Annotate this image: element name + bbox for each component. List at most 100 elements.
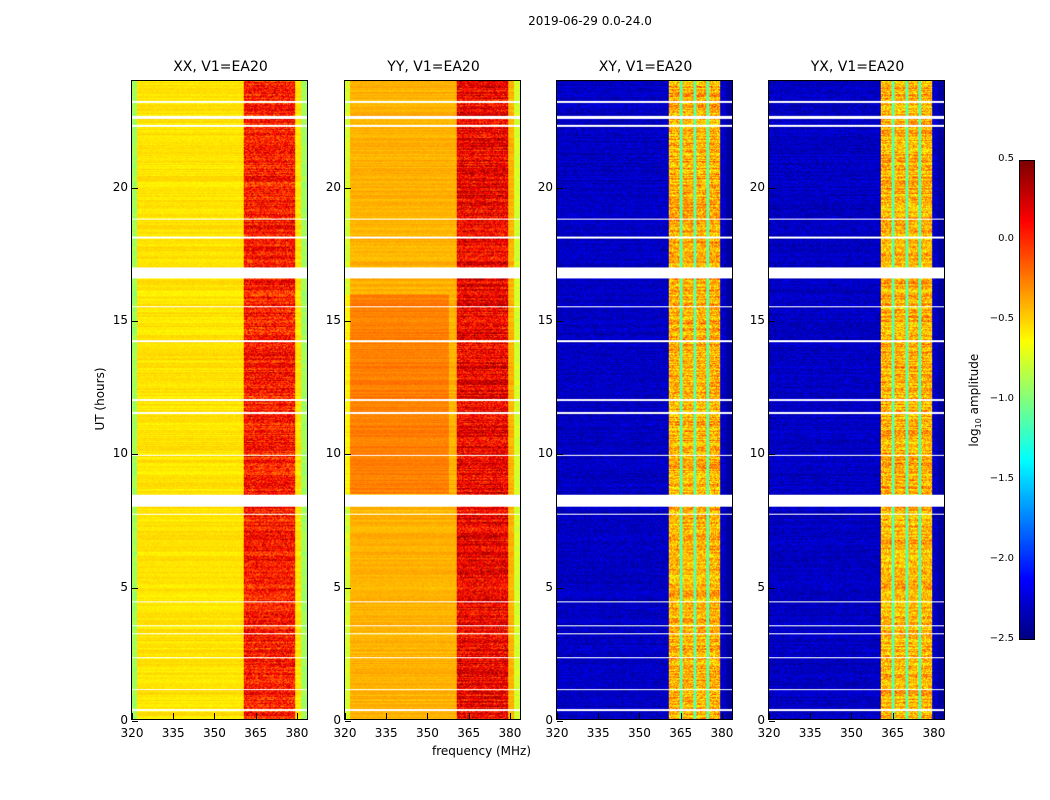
colorbar-tick-label: −1.5 xyxy=(989,473,1014,484)
panel-title: YY, V1=EA20 xyxy=(387,59,480,75)
y-tick-mark xyxy=(132,721,138,722)
y-tick-mark xyxy=(557,454,563,456)
y-tick-label: 20 xyxy=(325,179,341,194)
colorbar-label: log10 amplitude xyxy=(966,353,984,447)
x-tick-label: 365 xyxy=(669,726,693,740)
x-tick-mark xyxy=(810,713,812,719)
x-tick-mark xyxy=(721,713,723,719)
y-tick-mark xyxy=(557,587,563,589)
x-tick-label: 350 xyxy=(840,726,863,740)
x-tick-label: 380 xyxy=(710,726,734,740)
y-tick-label: 10 xyxy=(112,446,128,461)
heatmap-image xyxy=(132,81,307,719)
y-tick-mark xyxy=(132,587,138,589)
x-tick-label: 365 xyxy=(881,726,905,740)
y-tick-label: 0 xyxy=(757,713,765,727)
x-tick-mark xyxy=(345,713,346,719)
x-tick-mark xyxy=(639,713,641,719)
colorbar-tick-label: −2.5 xyxy=(989,633,1014,644)
colorbar-tick-label: −2.0 xyxy=(989,553,1014,564)
y-tick-mark xyxy=(769,454,775,456)
heatmap-image xyxy=(769,81,944,719)
colorbar-tick-label: 0.0 xyxy=(998,233,1014,244)
y-tick-mark xyxy=(345,721,351,722)
x-tick-label: 380 xyxy=(922,726,946,740)
x-axis-label: frequency (MHz) xyxy=(432,744,532,758)
y-tick-label: 10 xyxy=(749,446,765,461)
x-tick-label: 320 xyxy=(545,726,569,740)
y-tick-label: 5 xyxy=(333,579,341,594)
colorbar-tick-label: −1.0 xyxy=(989,393,1014,404)
figure-title: 2019-06-29 0.0-24.0 xyxy=(528,14,652,28)
y-tick-label: 15 xyxy=(325,313,341,327)
y-tick-label: 5 xyxy=(545,579,553,594)
heatmap-panel-2: XY, V1=EA20 320 335 350 365 380 0 5 10 15 20 xyxy=(538,59,734,740)
heatmap-image xyxy=(345,81,520,719)
x-tick-mark xyxy=(386,713,388,719)
heatmap-panel-3: YX, V1=EA20 320 335 350 365 380 0 5 10 15 20 xyxy=(750,59,946,740)
x-tick-mark xyxy=(132,713,133,719)
x-tick-label: 380 xyxy=(498,726,522,740)
y-tick-mark xyxy=(557,321,563,322)
y-tick-mark xyxy=(345,187,351,189)
y-tick-mark xyxy=(769,721,775,722)
x-tick-label: 335 xyxy=(586,726,610,740)
x-tick-label: 335 xyxy=(161,726,185,740)
y-tick-mark xyxy=(557,187,563,189)
y-tick-label: 15 xyxy=(112,313,128,327)
x-tick-label: 320 xyxy=(120,726,144,740)
x-tick-label: 365 xyxy=(457,726,481,740)
y-tick-label: 5 xyxy=(757,579,765,594)
y-tick-label: 10 xyxy=(325,446,341,461)
y-tick-mark xyxy=(557,721,563,722)
x-tick-label: 320 xyxy=(333,726,357,740)
y-tick-label: 5 xyxy=(120,579,128,594)
colorbar xyxy=(1019,160,1035,640)
x-tick-label: 350 xyxy=(628,726,651,740)
x-tick-mark xyxy=(598,713,600,719)
x-tick-mark xyxy=(173,713,175,719)
x-tick-mark xyxy=(933,713,935,719)
x-tick-mark xyxy=(892,713,894,719)
y-tick-mark xyxy=(769,187,775,189)
x-tick-label: 350 xyxy=(416,726,439,740)
y-tick-label: 15 xyxy=(749,313,765,327)
x-tick-mark xyxy=(851,713,853,719)
y-axis-label: UT (hours) xyxy=(93,367,107,431)
y-tick-mark xyxy=(769,321,775,322)
x-tick-label: 380 xyxy=(285,726,309,740)
heatmap-panel-1: YY, V1=EA20 320 335 350 365 380 0 5 10 15 20 xyxy=(326,59,522,740)
x-tick-label: 335 xyxy=(374,726,398,740)
y-tick-mark xyxy=(769,587,775,589)
y-tick-mark xyxy=(132,321,138,322)
x-tick-mark xyxy=(557,713,558,719)
y-tick-label: 20 xyxy=(112,179,128,194)
y-tick-label: 0 xyxy=(333,713,341,727)
x-tick-mark xyxy=(255,713,257,719)
x-tick-mark xyxy=(680,713,682,719)
x-tick-mark xyxy=(214,713,216,719)
heatmap-image xyxy=(557,81,732,719)
y-tick-label: 20 xyxy=(749,179,765,194)
x-tick-mark xyxy=(427,713,429,719)
x-tick-label: 350 xyxy=(203,726,226,740)
heatmap-panel-0: XX, V1=EA20 320 335 350 365 380 0 5 10 15 20 xyxy=(113,59,309,740)
y-tick-label: 20 xyxy=(537,179,553,194)
y-tick-mark xyxy=(132,187,138,189)
x-tick-label: 365 xyxy=(244,726,268,740)
panel-title: XY, V1=EA20 xyxy=(598,59,693,75)
panel-title: YX, V1=EA20 xyxy=(810,59,905,75)
x-tick-mark xyxy=(769,713,770,719)
x-tick-mark xyxy=(509,713,511,719)
y-tick-mark xyxy=(132,454,138,456)
colorbar-tick-label: 0.5 xyxy=(998,153,1014,164)
y-tick-mark xyxy=(345,454,351,456)
y-tick-mark xyxy=(345,321,351,322)
x-tick-mark xyxy=(468,713,470,719)
x-tick-label: 335 xyxy=(798,726,822,740)
y-tick-label: 10 xyxy=(537,446,553,461)
colorbar-tick-label: −0.5 xyxy=(989,313,1014,324)
panel-title: XX, V1=EA20 xyxy=(173,59,268,75)
y-tick-mark xyxy=(345,587,351,589)
